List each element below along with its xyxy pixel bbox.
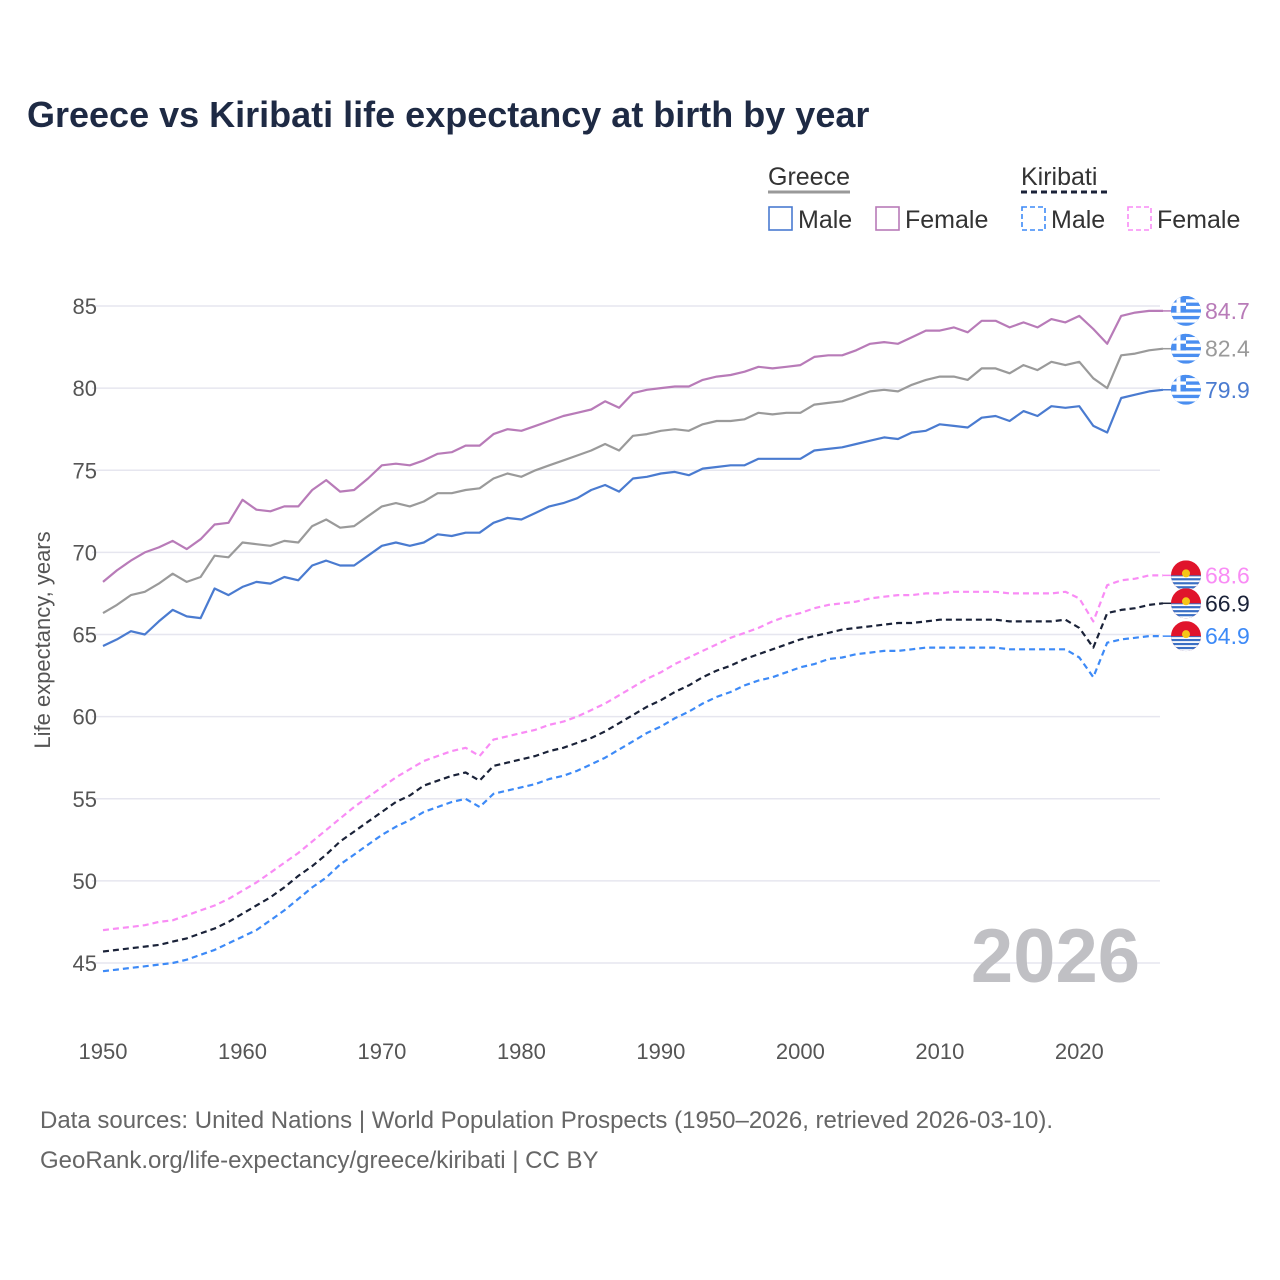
series-line-greece-both (102, 347, 1164, 615)
end-value-label: 79.9 (1205, 377, 1250, 403)
greece-flag-icon (1171, 333, 1201, 364)
x-axis-ticks: 1950 1960 1970 1980 1990 2000 2010 2020 (79, 1039, 1104, 1064)
y-tick-label: 60 (73, 705, 97, 730)
y-axis-ticks: 45 50 55 60 65 70 75 80 85 (73, 294, 97, 976)
legend-group-title: Greece (768, 163, 850, 191)
kiribati-flag-icon (1171, 621, 1201, 652)
y-tick-label: 45 (73, 951, 97, 976)
y-tick-label: 65 (73, 623, 97, 648)
y-tick-label: 85 (73, 294, 97, 319)
legend-item-label: Female (905, 206, 988, 234)
series-line-kiribati-both (102, 602, 1164, 953)
x-tick-label: 2000 (776, 1039, 825, 1064)
y-tick-label: 75 (73, 458, 97, 483)
end-value-label: 64.9 (1205, 623, 1250, 649)
legend-item-label: Female (1157, 206, 1240, 234)
greece-flag-icon (1171, 295, 1201, 326)
end-value-label: 68.6 (1205, 562, 1250, 588)
year-watermark: 2026 (971, 914, 1140, 999)
kiribati-flag-icon (1171, 588, 1201, 619)
legend-group-title: Kiribati (1021, 163, 1097, 191)
x-tick-label: 1950 (79, 1039, 128, 1064)
series-line-greece-male (102, 388, 1164, 647)
legend: Greece Male Female Kiribati Male Female (768, 163, 1240, 234)
legend-swatch (768, 206, 793, 231)
end-value-label: 82.4 (1205, 336, 1250, 362)
x-tick-label: 1970 (357, 1039, 406, 1064)
legend-swatch (1127, 206, 1152, 231)
gridlines (92, 305, 1160, 964)
legend-swatch (1021, 206, 1046, 231)
greece-flag-icon (1171, 374, 1201, 405)
x-tick-label: 2020 (1055, 1039, 1104, 1064)
end-labels: 84.7 82.4 79.9 68.666.9 64.9 (1163, 295, 1250, 652)
kiribati-flag-icon (1171, 560, 1201, 591)
end-value-label: 66.9 (1205, 590, 1250, 616)
y-tick-label: 55 (73, 787, 97, 812)
end-value-label: 84.7 (1205, 298, 1250, 324)
source-text: Data sources: United Nations | World Pop… (40, 1107, 1054, 1134)
y-tick-label: 80 (73, 376, 97, 401)
series-line-greece-female (102, 309, 1163, 583)
y-axis-label: Life expectancy, years (30, 531, 55, 748)
x-tick-label: 1980 (497, 1039, 546, 1064)
series-line-kiribati-male (102, 634, 1163, 973)
legend-item-label: Male (1051, 206, 1105, 234)
series-line-kiribati-female (102, 574, 1163, 932)
x-tick-label: 1990 (636, 1039, 685, 1064)
chart-title: Greece vs Kiribati life expectancy at bi… (27, 94, 870, 135)
legend-item-label: Male (798, 206, 852, 234)
x-tick-label: 1960 (218, 1039, 267, 1064)
x-tick-label: 2010 (915, 1039, 964, 1064)
y-tick-label: 70 (73, 540, 97, 565)
series-lines (102, 309, 1164, 973)
y-tick-label: 50 (73, 869, 97, 894)
legend-swatch (875, 206, 900, 231)
source-url: GeoRank.org/life-expectancy/greece/kirib… (40, 1147, 599, 1174)
